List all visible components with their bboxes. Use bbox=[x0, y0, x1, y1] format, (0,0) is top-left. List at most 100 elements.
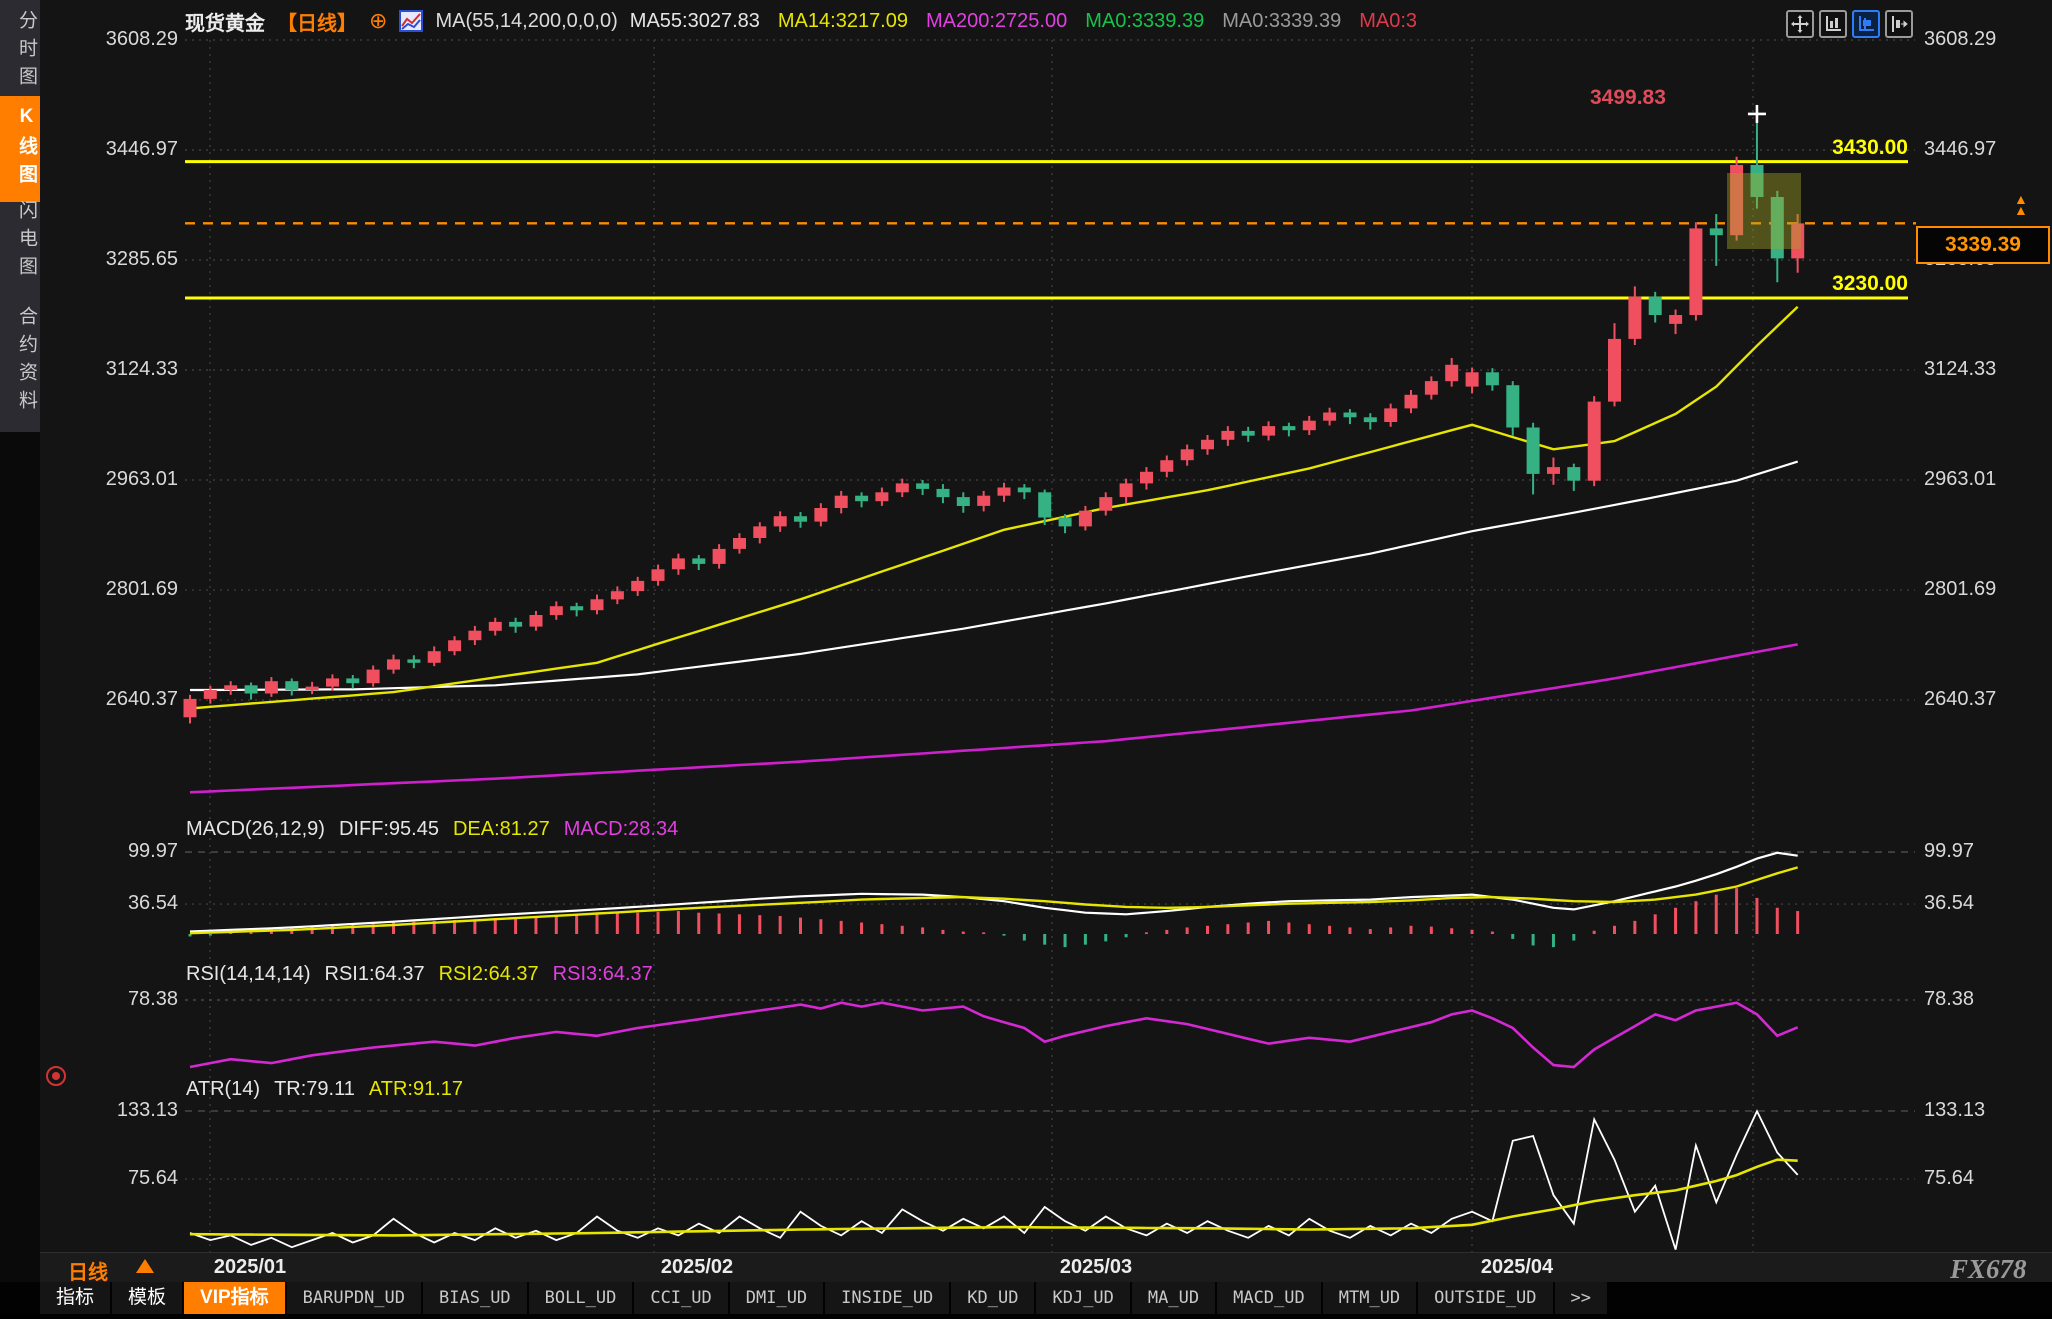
rsi-tick-left: 78.38 bbox=[127, 988, 178, 1010]
tab-boll_ud[interactable]: BOLL_UD bbox=[528, 1282, 633, 1314]
price-up-arrows-icon: ▲ ▲ bbox=[2014, 191, 2028, 218]
sidebar-background bbox=[0, 0, 40, 432]
ma-value-5: MA0:3 bbox=[1359, 9, 1418, 32]
macd-dea-value: DEA:81.27 bbox=[452, 818, 550, 840]
left-sidebar: 分时图 K线图 闪电图 合约资料 bbox=[0, 0, 40, 1314]
ma-formula: MA(55,14,200,0,0,0) bbox=[435, 9, 618, 32]
tab--[interactable]: >> bbox=[1554, 1282, 1608, 1314]
period-high-label: 3499.83 bbox=[1590, 86, 1666, 109]
period-dropdown-triangle-icon[interactable] bbox=[136, 1259, 154, 1273]
time-axis-bar: 日线 2025/01 2025/02 2025/03 2025/04 bbox=[40, 1252, 2052, 1284]
price-tick-left: 3446.97 bbox=[105, 138, 178, 160]
atr-tr-line bbox=[189, 1109, 1799, 1250]
macd-diff-line bbox=[189, 851, 1798, 933]
sidebar-item-time-chart[interactable]: 分时图 bbox=[16, 10, 37, 94]
price-tick-left: 3285.65 bbox=[105, 248, 178, 270]
macd-tick-left: 36.54 bbox=[127, 892, 178, 915]
atr-title: ATR(14) bbox=[186, 1078, 261, 1100]
tab-ma_ud[interactable]: MA_UD bbox=[1131, 1282, 1216, 1314]
ma-value-3: MA0:3339.39 bbox=[1085, 9, 1205, 32]
tab-mtm_ud[interactable]: MTM_UD bbox=[1322, 1282, 1417, 1314]
tab-inside_ud[interactable]: INSIDE_UD bbox=[825, 1282, 950, 1314]
tab-barupdn_ud[interactable]: BARUPDN_UD bbox=[286, 1282, 422, 1314]
tab-cci_ud[interactable]: CCI_UD bbox=[634, 1282, 728, 1314]
indicator-tabbar: 指标 模板 VIP指标 BARUPDN_UD BIAS_UD BOLL_UD CCI_UD D… bbox=[0, 1282, 2052, 1314]
macd-histogram bbox=[188, 888, 1800, 948]
x-axis-label: 2025/04 bbox=[1480, 1256, 1554, 1278]
tab-vip-[interactable]: VIP指标 bbox=[184, 1282, 285, 1314]
macd-tick-left: 99.97 bbox=[127, 840, 178, 863]
atr-tr-value: TR:79.11 bbox=[274, 1078, 355, 1100]
tab-dmi_ud[interactable]: DMI_UD bbox=[729, 1282, 824, 1314]
price-tick-right: 2640.37 bbox=[1924, 688, 1997, 711]
add-indicator-icon[interactable]: ⊕ bbox=[369, 8, 388, 33]
macd-title: MACD(26,12,9) bbox=[186, 818, 325, 840]
tab--[interactable]: 模板 bbox=[112, 1282, 183, 1314]
price-tick-left: 3124.33 bbox=[105, 358, 178, 380]
price-tick-left: 2801.69 bbox=[105, 578, 178, 600]
atr-atr-value: ATR:91.17 bbox=[368, 1078, 463, 1100]
price-tick-right: 3608.29 bbox=[1924, 27, 1997, 50]
rsi1-value: RSI1:64.37 bbox=[324, 963, 425, 985]
tab-kd_ud[interactable]: KD_UD bbox=[951, 1282, 1035, 1314]
ma200-line bbox=[189, 643, 1798, 794]
tabbar-spacer bbox=[0, 1282, 40, 1314]
atr-tick-left: 133.13 bbox=[116, 1099, 178, 1121]
hot-target-icon[interactable] bbox=[46, 1066, 66, 1086]
ma-value-4: MA0:3339.39 bbox=[1222, 9, 1342, 32]
price-tick-right: 2801.69 bbox=[1924, 578, 1997, 600]
price-tick-right: 3446.97 bbox=[1924, 138, 1997, 160]
axis-scale-icon[interactable] bbox=[1819, 10, 1847, 38]
sidebar-item-lightning-chart[interactable]: 闪电图 bbox=[16, 200, 37, 284]
rsi-panel-label: RSI(14,14,14) RSI1:64.37 RSI2:64.37 RSI3… bbox=[186, 963, 653, 986]
atr-tick-right: 75.64 bbox=[1924, 1167, 1975, 1190]
macd-panel-label: MACD(26,12,9) DIFF:95.45 DEA:81.27 MACD:… bbox=[186, 818, 678, 841]
price-tick-left: 3608.29 bbox=[105, 27, 178, 50]
rsi-line bbox=[189, 1001, 1799, 1069]
chart-header: 现货黄金 【日线】 ⊕ MA(55,14,200,0,0,0) MA55:302… bbox=[185, 6, 1417, 36]
tab-outside_ud[interactable]: OUTSIDE_UD bbox=[1418, 1282, 1553, 1314]
crosshair-icon[interactable] bbox=[1786, 10, 1814, 38]
macd-tick-right: 99.97 bbox=[1924, 840, 1975, 863]
period-badge[interactable]: 【日线】 bbox=[277, 12, 357, 35]
tab--[interactable]: 指标 bbox=[40, 1282, 111, 1314]
mini-chart-icon bbox=[399, 10, 424, 32]
ma-value-0: MA55:3027.83 bbox=[629, 9, 760, 32]
rsi2-value: RSI2:64.37 bbox=[438, 963, 539, 985]
rsi-title: RSI(14,14,14) bbox=[186, 963, 311, 985]
symbol-name: 现货黄金 bbox=[185, 12, 265, 35]
rsi-tick-right: 78.38 bbox=[1924, 988, 1975, 1010]
atr-tick-right: 133.13 bbox=[1924, 1099, 1986, 1121]
last-price-tag: 3339.39 bbox=[1916, 226, 2050, 264]
support-level-label: 3230.00 bbox=[1832, 272, 1908, 295]
kline-active-icon[interactable] bbox=[1852, 10, 1880, 38]
tab-bias_ud[interactable]: BIAS_UD bbox=[423, 1282, 527, 1314]
period-selector[interactable]: 日线 bbox=[68, 1262, 108, 1284]
x-axis-label: 2025/01 bbox=[213, 1256, 287, 1278]
macd-macd-value: MACD:28.34 bbox=[563, 818, 679, 840]
price-tick-right: 2963.01 bbox=[1924, 468, 1997, 490]
ma14-line bbox=[189, 305, 1799, 710]
macd-diff-value: DIFF:95.45 bbox=[338, 818, 439, 840]
x-axis-label: 2025/03 bbox=[1059, 1256, 1133, 1278]
ma55-line bbox=[190, 460, 1799, 692]
split-window-icon[interactable] bbox=[1885, 10, 1913, 38]
macd-dea-line bbox=[189, 866, 1799, 935]
ma-values: MA55:3027.83 MA14:3217.09 MA200:2725.00 MA0… bbox=[630, 10, 1417, 33]
price-tick-left: 2640.37 bbox=[105, 688, 178, 711]
atr-line bbox=[189, 1158, 1798, 1237]
chart-toolbar bbox=[1786, 10, 1913, 38]
selection-highlight bbox=[1727, 173, 1801, 249]
atr-tick-left: 75.64 bbox=[127, 1167, 178, 1190]
sidebar-item-contract-info[interactable]: 合约资料 bbox=[16, 306, 37, 418]
candles bbox=[183, 113, 1805, 724]
tab-macd_ud[interactable]: MACD_UD bbox=[1217, 1282, 1321, 1314]
sidebar-item-kline-chart[interactable]: K线图 bbox=[0, 96, 40, 202]
price-tick-left: 2963.01 bbox=[105, 468, 178, 490]
ma-value-2: MA200:2725.00 bbox=[926, 9, 1068, 32]
macd-tick-right: 36.54 bbox=[1924, 892, 1975, 915]
price-tick-right: 3124.33 bbox=[1924, 358, 1997, 380]
x-axis-label: 2025/02 bbox=[660, 1256, 734, 1278]
tab-kdj_ud[interactable]: KDJ_UD bbox=[1036, 1282, 1130, 1314]
